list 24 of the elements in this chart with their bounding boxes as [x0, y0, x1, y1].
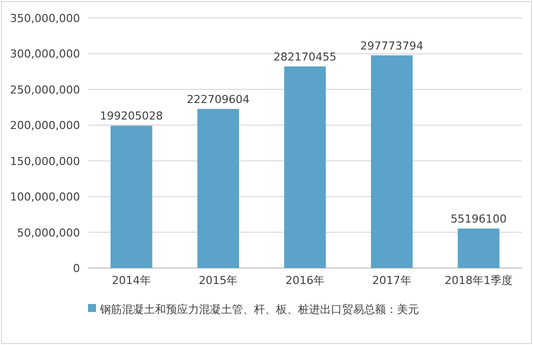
- x-tick-label: 2016年: [286, 274, 324, 287]
- data-label: 297773794: [360, 39, 424, 52]
- bar: [284, 66, 326, 268]
- bar: [110, 126, 152, 268]
- y-tick-label: 350,000,000: [10, 12, 80, 25]
- y-tick-label: 100,000,000: [10, 190, 80, 204]
- data-label: 199205028: [100, 110, 163, 123]
- data-label: 282170455: [274, 50, 336, 64]
- data-label: 55196100: [450, 212, 507, 226]
- y-tick-label: 0: [73, 262, 80, 275]
- x-tick-label: 2014年: [112, 274, 151, 287]
- bar: [197, 108, 240, 268]
- x-tick-label: 2015年: [198, 274, 238, 287]
- y-tick-label: 200,000,000: [10, 119, 80, 132]
- x-tick-label: 2018年1季度: [444, 274, 513, 287]
- legend-label: 钢筋混凝土和预应力混凝土管、杆、板、桩进出口贸易总额：美元: [99, 303, 419, 316]
- y-tick-label: 50,000,000: [17, 226, 80, 240]
- y-tick-label: 150,000,000: [10, 154, 80, 168]
- data-label: 222709604: [186, 92, 250, 106]
- y-tick-label: 250,000,000: [10, 83, 80, 96]
- bar: [458, 228, 500, 268]
- bar: [370, 55, 413, 268]
- y-tick-label: 300,000,000: [10, 48, 80, 61]
- x-tick-label: 2017年: [372, 274, 412, 287]
